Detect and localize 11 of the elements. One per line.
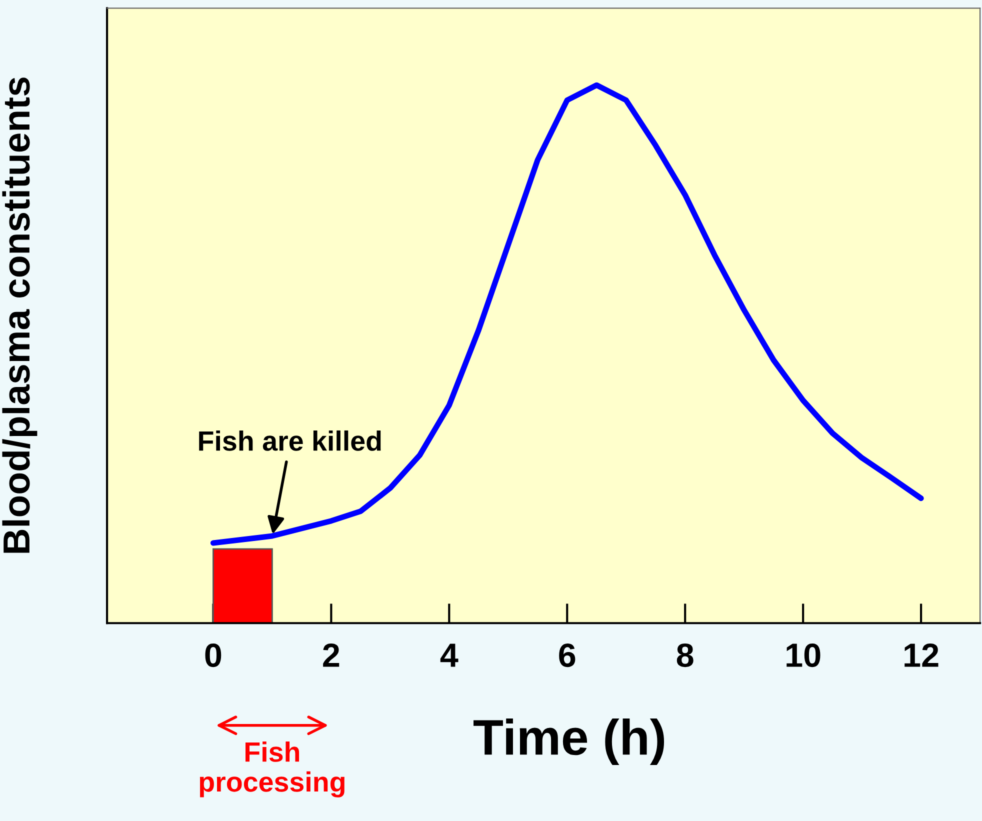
y-axis-title: Blood/plasma constituents [2,78,38,553]
x-tick-label: 8 [676,643,694,668]
x-axis-title: Time (h) [474,718,664,766]
x-tick-label: 6 [559,643,576,668]
annotation: Fish are killed [199,430,381,451]
x-tick-label: 12 [904,643,938,667]
x-tick-label: 0 [205,643,222,668]
x-tick-label: 4 [440,644,458,667]
x-tick-label: 10 [786,643,820,668]
x-tick-label: 2 [323,643,340,667]
text: Fish processing [200,742,344,798]
